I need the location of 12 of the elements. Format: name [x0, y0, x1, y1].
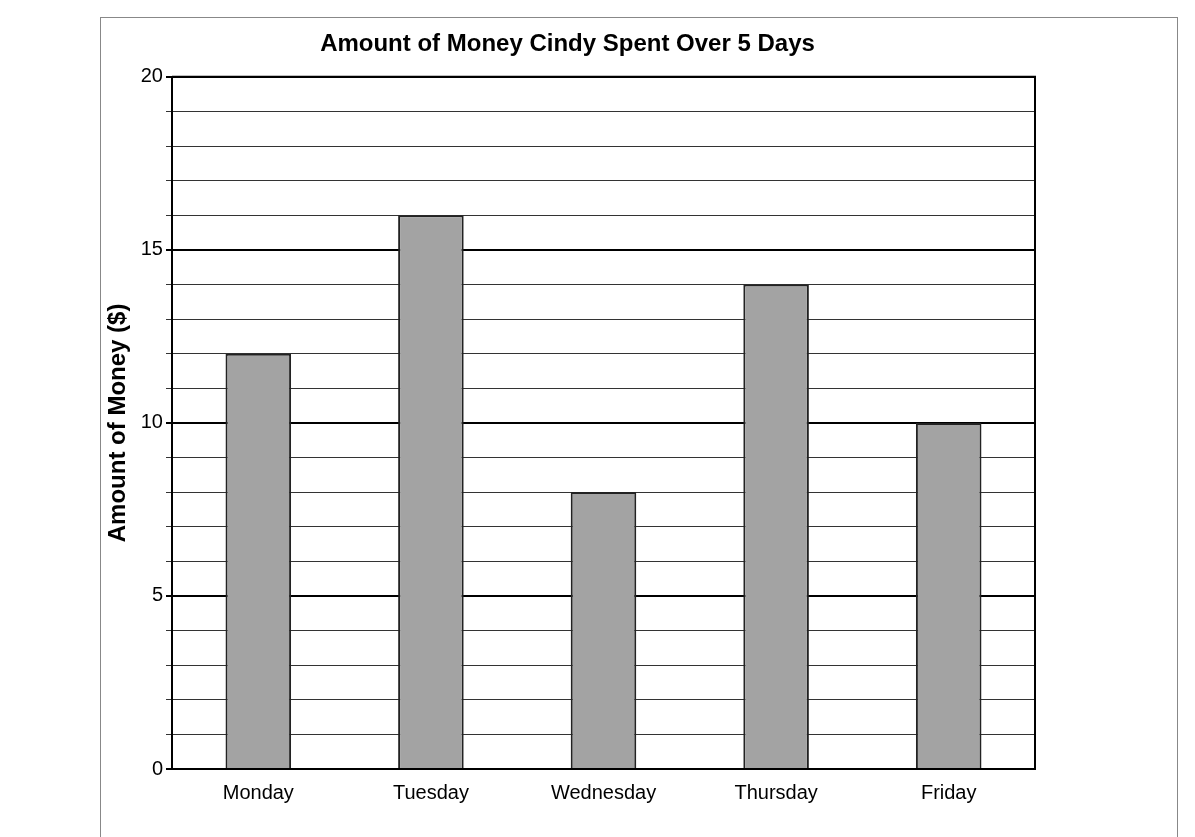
chart-title: Amount of Money Cindy Spent Over 5 Days — [320, 29, 815, 57]
x-tick-label: Tuesday — [392, 780, 469, 803]
y-tick-label: 10 — [140, 410, 163, 433]
y-axis-title: Amount of Money ($) — [103, 303, 131, 543]
x-tick-label: Friday — [920, 780, 977, 803]
y-tick-label: 15 — [140, 237, 163, 260]
y-tick-label: 20 — [140, 64, 163, 87]
x-tick-label: Thursday — [734, 780, 818, 803]
x-tick-label: Monday — [222, 780, 294, 803]
y-tick-label: 5 — [151, 583, 163, 606]
x-tick-label: Wednesday — [550, 780, 657, 803]
y-tick-label: 0 — [151, 756, 163, 779]
